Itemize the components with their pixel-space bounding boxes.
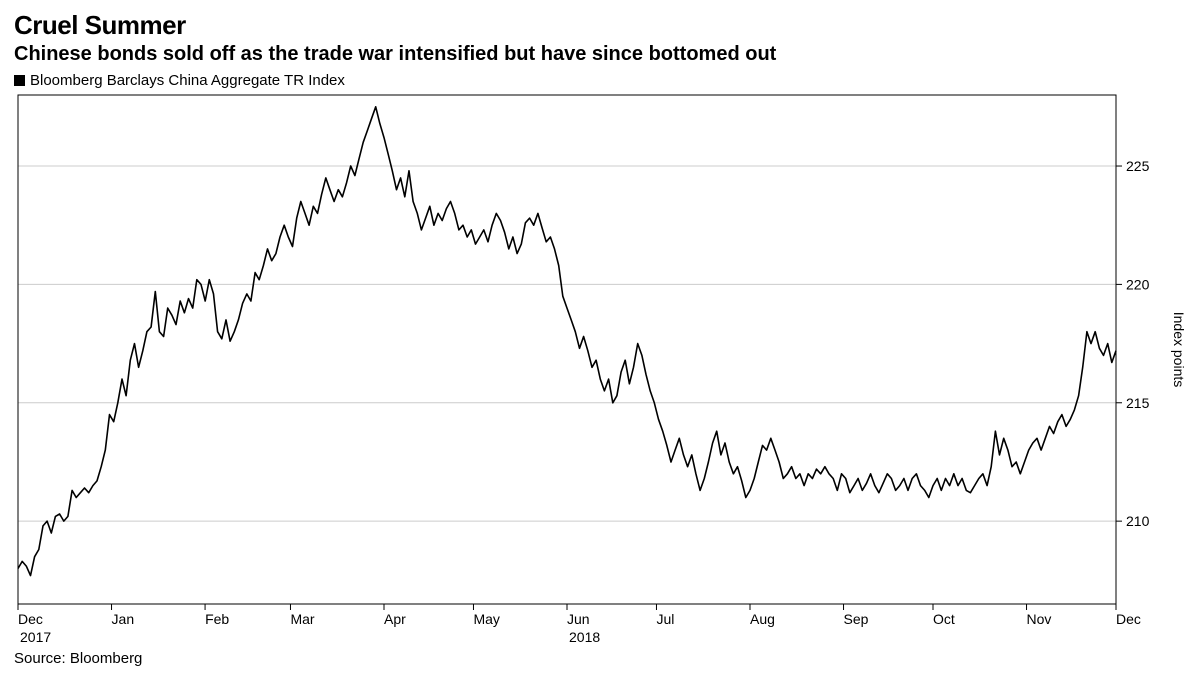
svg-text:Dec: Dec bbox=[18, 611, 43, 627]
legend-marker bbox=[14, 75, 25, 86]
svg-text:2018: 2018 bbox=[569, 629, 600, 645]
svg-text:May: May bbox=[473, 611, 499, 627]
svg-text:Feb: Feb bbox=[205, 611, 229, 627]
svg-text:Jul: Jul bbox=[656, 611, 674, 627]
svg-text:220: 220 bbox=[1126, 276, 1150, 292]
svg-text:Nov: Nov bbox=[1027, 611, 1052, 627]
svg-text:Jan: Jan bbox=[112, 611, 135, 627]
svg-text:210: 210 bbox=[1126, 513, 1150, 529]
svg-text:Mar: Mar bbox=[290, 611, 314, 627]
chart-subtitle: Chinese bonds sold off as the trade war … bbox=[14, 43, 1186, 66]
legend-label: Bloomberg Barclays China Aggregate TR In… bbox=[30, 72, 345, 89]
svg-text:Aug: Aug bbox=[750, 611, 775, 627]
svg-text:2017: 2017 bbox=[20, 629, 51, 645]
svg-text:Index points: Index points bbox=[1171, 312, 1186, 388]
svg-text:Apr: Apr bbox=[384, 611, 406, 627]
svg-text:Jun: Jun bbox=[567, 611, 590, 627]
chart-area: 210 215 220 225 Index points Dec Jan Feb Mar Apr M… bbox=[14, 91, 1186, 648]
svg-text:215: 215 bbox=[1126, 395, 1150, 411]
svg-text:Sep: Sep bbox=[844, 611, 869, 627]
svg-text:Oct: Oct bbox=[933, 611, 955, 627]
chart-title: Cruel Summer bbox=[14, 10, 1186, 41]
svg-text:Dec: Dec bbox=[1116, 611, 1141, 627]
svg-text:225: 225 bbox=[1126, 158, 1150, 174]
legend: Bloomberg Barclays China Aggregate TR In… bbox=[14, 72, 1186, 89]
line-chart: 210 215 220 225 Index points Dec Jan Feb Mar Apr M… bbox=[14, 91, 1186, 648]
source-attribution: Source: Bloomberg bbox=[14, 650, 1186, 667]
